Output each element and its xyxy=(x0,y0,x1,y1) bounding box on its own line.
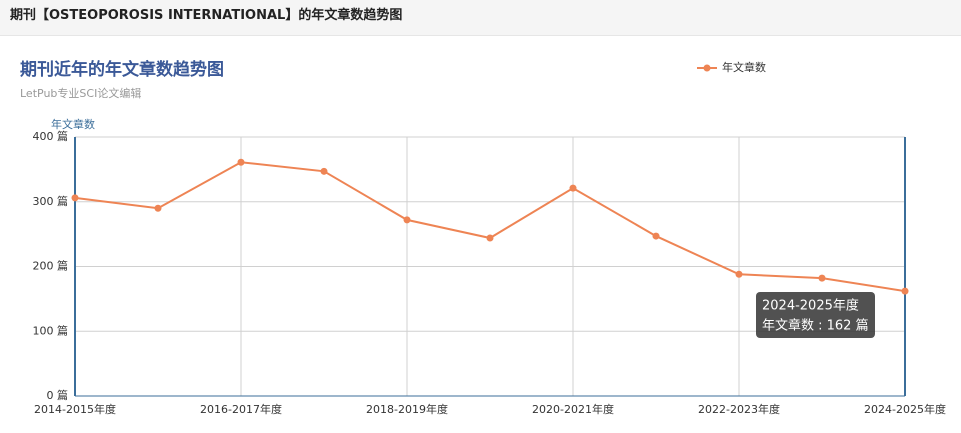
chart: 期刊近年的年文章数趋势图 LetPub专业SCI论文编辑 年文章数 0 篇 100… xyxy=(20,59,946,416)
y-tick-label: 300 篇 xyxy=(33,194,69,208)
point xyxy=(901,287,909,295)
y-axis-label: 年文章数 xyxy=(51,117,95,131)
point xyxy=(403,216,411,224)
x-tick-label: 2018-2019年度 xyxy=(366,402,448,416)
point xyxy=(569,184,577,192)
x-tick-label: 2022-2023年度 xyxy=(698,402,780,416)
point xyxy=(818,274,826,282)
x-tick-label: 2020-2021年度 xyxy=(532,402,614,416)
y-tick-label: 100 篇 xyxy=(33,323,69,337)
legend-marker xyxy=(703,64,711,72)
point xyxy=(154,204,162,212)
point xyxy=(320,167,328,175)
header-title: 期刊【OSTEOPOROSIS INTERNATIONAL】的年文章数趋势图 xyxy=(0,0,961,36)
y-tick-label: 400 篇 xyxy=(33,129,69,143)
x-tick-label: 2024-2025年度 xyxy=(864,402,946,416)
line xyxy=(74,161,906,293)
tooltip-label: 年文章数 : 162 篇 xyxy=(762,318,869,334)
tooltip-box xyxy=(756,292,875,338)
y-tick-label: 0 篇 xyxy=(47,388,69,402)
y-tick-label: 200 篇 xyxy=(33,259,69,273)
point xyxy=(486,234,494,242)
point xyxy=(735,270,743,278)
point xyxy=(71,194,79,202)
chart-title: 期刊近年的年文章数趋势图 xyxy=(20,59,224,80)
point xyxy=(237,158,245,166)
tooltip-title: 2024-2025年度 xyxy=(762,298,859,314)
point xyxy=(652,232,660,240)
legend-label: 年文章数 xyxy=(722,60,766,74)
x-tick-label: 2016-2017年度 xyxy=(200,402,282,416)
x-tick-label: 2014-2015年度 xyxy=(34,402,116,416)
chart-subtitle: LetPub专业SCI论文编辑 xyxy=(20,86,141,100)
